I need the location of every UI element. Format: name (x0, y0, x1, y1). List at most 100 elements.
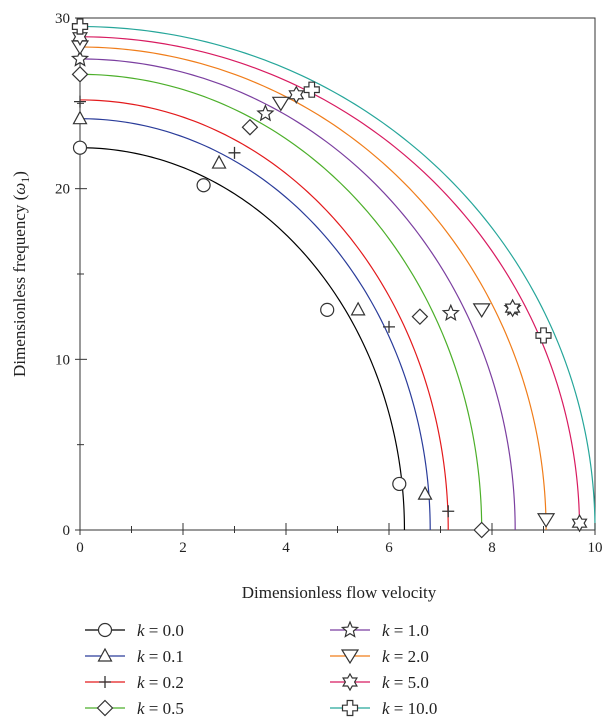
data-point-marker (350, 301, 366, 316)
legend-marker (97, 647, 113, 662)
data-point-marker (473, 521, 491, 539)
legend-entry: k = 0.2 (85, 673, 184, 692)
legend-k-value: = 5.0 (390, 673, 429, 692)
data-point-marker (256, 104, 275, 122)
data-point-marker (271, 96, 290, 112)
legend-k-value: = 2.0 (390, 647, 429, 666)
legend-label: k = 0.5 (137, 699, 184, 718)
legend-entry: k = 0.5 (85, 699, 184, 718)
legend-k-symbol: k (137, 621, 145, 640)
legend-marker (99, 676, 111, 688)
legend-entry: k = 0.0 (85, 621, 184, 640)
axes-layer: 0 2 4 6 8 10 0 10 20 30 (55, 11, 603, 556)
data-point-marker (72, 27, 88, 46)
y-tick-label: 20 (55, 182, 70, 198)
plot-area (79, 17, 596, 531)
x-tick-label: 4 (282, 540, 290, 556)
series-line (79, 73, 483, 531)
legend-k-symbol: k (137, 647, 145, 666)
data-point-marker (72, 110, 88, 125)
legend-label: k = 0.1 (137, 647, 184, 666)
series-line (79, 25, 596, 531)
legend-k-value: = 0.2 (145, 673, 184, 692)
x-tick-label: 0 (76, 540, 84, 556)
series-k-0-0 (72, 140, 407, 531)
x-tick-label: 10 (588, 540, 603, 556)
y-tick-label: 10 (55, 352, 70, 368)
series-line (79, 147, 406, 531)
series-k-0-1 (72, 110, 433, 531)
y-tick-label: 30 (55, 11, 70, 27)
legend-label: k = 2.0 (382, 647, 429, 666)
data-point-marker (228, 146, 241, 159)
legend-k-symbol: k (382, 621, 390, 640)
data-point-marker (417, 485, 433, 500)
legend-entry: k = 5.0 (330, 672, 429, 692)
series-line (79, 58, 516, 531)
legend-label: k = 0.0 (137, 621, 184, 640)
legend-label: k = 5.0 (382, 673, 429, 692)
legend-k-symbol: k (382, 673, 390, 692)
x-axis-label: Dimensionless flow velocity (242, 583, 437, 602)
data-point-marker (383, 320, 395, 333)
data-point-marker (571, 513, 588, 533)
legend-entry: k = 0.1 (85, 647, 184, 666)
x-tick-label: 2 (179, 540, 187, 556)
series-line (79, 46, 547, 531)
legend-k-symbol: k (137, 699, 145, 718)
legend-label: k = 1.0 (382, 621, 429, 640)
data-point-marker (320, 302, 335, 317)
data-point-marker (392, 476, 407, 492)
legend-k-value: = 1.0 (390, 621, 429, 640)
y-axis-label: Dimensionless frequency (ω1) (10, 171, 32, 377)
data-point-marker (211, 154, 227, 169)
data-point-marker (72, 140, 88, 155)
legend-entry: k = 1.0 (330, 620, 429, 640)
data-point-marker (70, 49, 90, 67)
legend-k-symbol: k (382, 647, 390, 666)
series-layer (70, 18, 596, 539)
data-point-marker (303, 81, 320, 98)
data-point-marker (241, 118, 259, 136)
data-point-marker (74, 95, 86, 108)
legend-k-value: = 0.5 (145, 699, 184, 718)
legend: k = 0.0k = 0.1k = 0.2k = 0.5k = 1.0k = 2… (85, 620, 437, 718)
legend-k-symbol: k (382, 699, 390, 718)
series-line (79, 99, 449, 531)
series-k-1-0 (70, 49, 522, 531)
y-tick-label: 0 (63, 523, 71, 539)
legend-label: k = 10.0 (382, 699, 437, 718)
legend-k-symbol: k (137, 673, 145, 692)
series-k-5-0 (72, 27, 588, 533)
plot-frame (79, 17, 596, 531)
legend-marker (341, 699, 359, 717)
data-point-marker (504, 298, 521, 318)
series-k-0-2 (74, 95, 455, 531)
legend-marker (342, 672, 358, 692)
series-k-2-0 (70, 40, 556, 531)
data-point-marker (71, 65, 89, 83)
y-axis-label-text: Dimensionless frequency ( (10, 194, 29, 377)
legend-marker (96, 699, 114, 717)
x-tick-label: 6 (385, 540, 393, 556)
legend-k-value: = 0.1 (145, 647, 184, 666)
data-point-marker (441, 303, 460, 321)
y-axis-label-subscript: 1 (18, 177, 32, 183)
x-tick-label: 8 (488, 540, 496, 556)
data-point-marker (196, 178, 211, 193)
series-line (79, 36, 581, 531)
data-point-marker (537, 513, 556, 528)
legend-k-value: = 10.0 (390, 699, 438, 718)
y-axis-label-symbol: ω (10, 183, 29, 195)
legend-marker (340, 620, 360, 638)
legend-label: k = 0.2 (137, 673, 184, 692)
legend-k-value: = 0.0 (145, 621, 184, 640)
data-point-marker (535, 327, 552, 344)
data-point-marker (288, 85, 305, 105)
series-k-10-0 (71, 18, 596, 531)
data-point-marker (442, 505, 455, 518)
y-axis-label-close: ) (10, 171, 29, 177)
data-point-marker (411, 308, 429, 326)
legend-entry: k = 10.0 (330, 699, 437, 718)
